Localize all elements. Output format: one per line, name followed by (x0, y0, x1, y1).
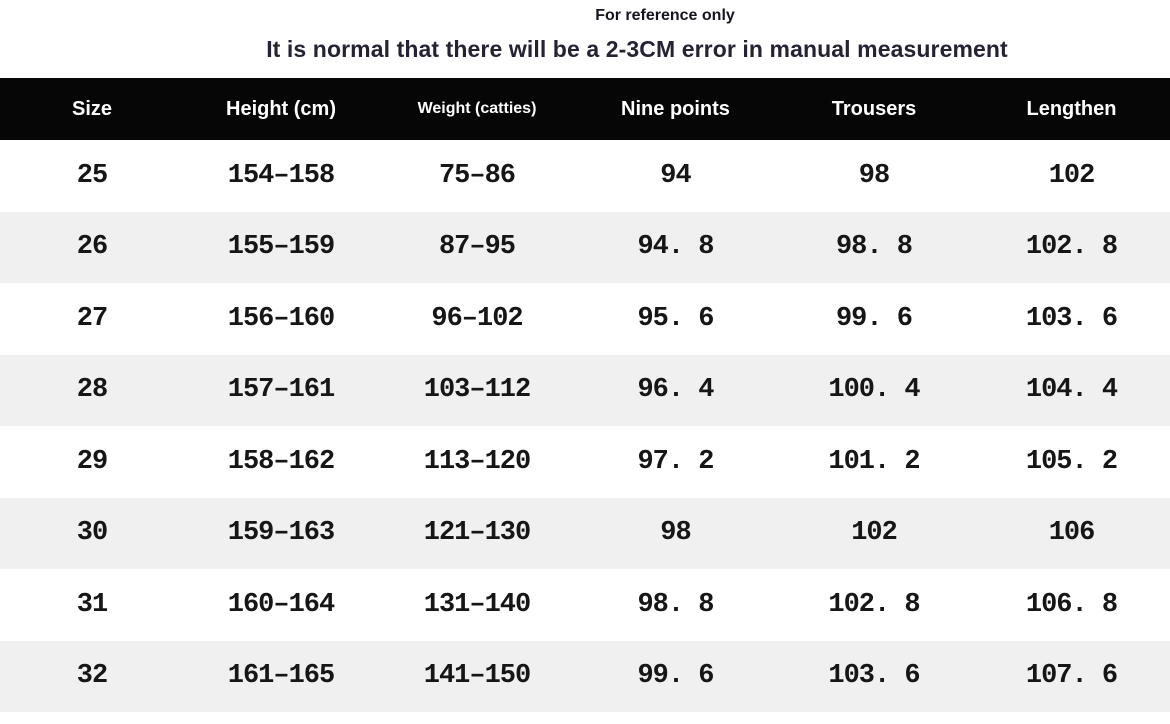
table-row: 32 161–165 141–150 99. 6 103. 6 107. 6 (0, 640, 1170, 712)
column-header-weight: Weight (catties) (378, 78, 576, 140)
table-cell: 160–164 (227, 589, 335, 620)
table-cell: 98 (858, 160, 890, 191)
table-cell: 75–86 (438, 160, 516, 191)
table-cell: 103–112 (423, 375, 531, 406)
table-cell: 98. 8 (835, 232, 913, 263)
table-cell: 158–162 (227, 446, 335, 477)
table-cell: 157–161 (227, 375, 335, 406)
table-cell: 99. 6 (637, 661, 714, 692)
size-table: Size Height (cm) Weight (catties) Nine p… (0, 78, 1170, 712)
column-header-height: Height (cm) (184, 78, 378, 140)
column-header-trousers: Trousers (775, 78, 973, 140)
table-header-row: Size Height (cm) Weight (catties) Nine p… (0, 78, 1170, 140)
table-cell: 107. 6 (1025, 661, 1118, 692)
table-cell: 141–150 (423, 661, 531, 692)
table-cell: 103. 6 (828, 661, 920, 692)
table-cell: 98. 8 (637, 589, 714, 620)
table-row: 25 154–158 75–86 94 98 102 (0, 140, 1170, 212)
table-cell: 159–163 (227, 518, 335, 549)
table-row: 28 157–161 103–112 96. 4 100. 4 104. 4 (0, 354, 1170, 426)
table-row: 29 158–162 113–120 97. 2 101. 2 105. 2 (0, 426, 1170, 498)
reference-note: For reference only (595, 7, 735, 24)
column-header-lengthen: Lengthen (973, 78, 1170, 140)
table-cell: 131–140 (423, 589, 531, 620)
table-cell: 96. 4 (637, 375, 714, 406)
table-cell: 100. 4 (828, 375, 920, 406)
table-cell: 99. 6 (835, 303, 913, 334)
table-row: 30 159–163 121–130 98 102 106 (0, 497, 1170, 569)
table-cell: 30 (76, 518, 108, 549)
table-cell: 25 (76, 160, 108, 191)
table-cell: 104. 4 (1025, 375, 1118, 406)
table-cell: 106 (1048, 518, 1096, 549)
column-header-nine-points: Nine points (576, 78, 775, 140)
table-cell: 28 (76, 375, 108, 406)
column-header-size: Size (0, 78, 184, 140)
table-body: 25 154–158 75–86 94 98 102 26 155–159 87–95 94. 8… (0, 140, 1170, 712)
table-cell: 101. 2 (828, 446, 920, 477)
table-cell: 87–95 (438, 232, 516, 263)
table-cell: 156–160 (227, 303, 335, 334)
table-cell: 26 (76, 232, 108, 263)
table-cell: 161–165 (227, 661, 335, 692)
table-cell: 102 (851, 518, 898, 549)
table-cell: 98 (660, 518, 691, 549)
table-cell: 113–120 (423, 446, 531, 477)
table-cell: 31 (76, 589, 108, 620)
table-cell: 154–158 (227, 160, 335, 191)
table-cell: 106. 8 (1025, 589, 1118, 620)
table-cell: 97. 2 (637, 446, 714, 477)
table-cell: 102. 8 (1025, 232, 1118, 263)
table-cell: 102. 8 (828, 589, 920, 620)
table-row: 27 156–160 96–102 95. 6 99. 6 103. 6 (0, 283, 1170, 355)
table-cell: 94 (660, 160, 691, 191)
table-cell: 155–159 (227, 232, 335, 263)
table-cell: 96–102 (431, 303, 523, 334)
table-cell: 94. 8 (637, 232, 714, 263)
table-cell: 32 (76, 661, 108, 692)
measurement-disclaimer-title: It is normal that there will be a 2-3CM … (266, 36, 1008, 62)
table-row: 31 160–164 131–140 98. 8 102. 8 106. 8 (0, 569, 1170, 641)
table-cell: 121–130 (423, 518, 531, 549)
table-cell: 105. 2 (1025, 446, 1118, 477)
table-cell: 27 (76, 303, 108, 334)
table-cell: 102 (1048, 160, 1096, 191)
table-cell: 103. 6 (1025, 303, 1118, 334)
table-row: 26 155–159 87–95 94. 8 98. 8 102. 8 (0, 211, 1170, 283)
table-cell: 29 (76, 446, 108, 477)
table-cell: 95. 6 (637, 303, 714, 334)
